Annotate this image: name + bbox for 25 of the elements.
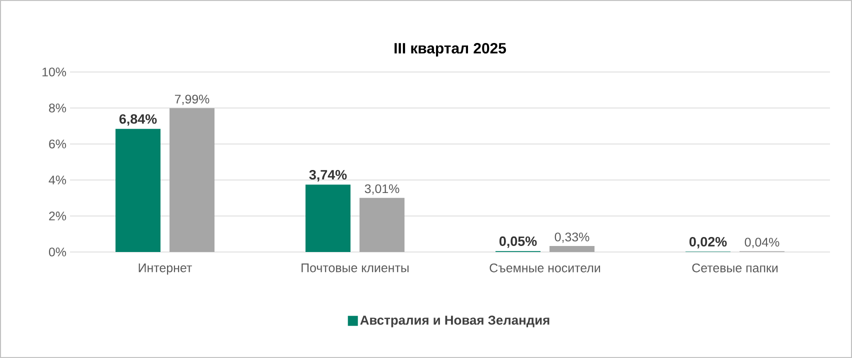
- bar: [116, 128, 161, 252]
- data-label: 0,02%: [689, 236, 727, 248]
- chart-title: III квартал 2025: [394, 42, 506, 56]
- bar: [170, 108, 215, 252]
- bar: [360, 198, 405, 252]
- y-tick-label: 6%: [49, 140, 66, 148]
- data-label: 0,33%: [554, 232, 590, 243]
- data-label: 6,84%: [119, 114, 157, 126]
- data-label: 0,05%: [499, 236, 537, 248]
- y-tick-label: 8%: [49, 104, 66, 112]
- data-label: 3,74%: [309, 170, 347, 182]
- y-tick-label: 0%: [48, 248, 66, 256]
- y-tick-label: 4%: [48, 176, 66, 184]
- bar: [306, 184, 351, 252]
- data-label: 0,04%: [744, 238, 780, 248]
- y-tick-label: 2%: [49, 212, 66, 220]
- x-tick-label: Съемные носители: [490, 264, 600, 272]
- x-tick-label: Почтовые клиенты: [302, 264, 409, 272]
- data-label: 7,99%: [174, 94, 210, 105]
- data-label: 3,01%: [364, 184, 400, 195]
- y-tick-label: 10%: [42, 68, 66, 76]
- x-tick-label: Сетевые папки: [692, 264, 778, 272]
- x-tick-label: Интернет: [138, 264, 192, 275]
- legend-label: Австралия и Новая Зеландия: [360, 316, 550, 328]
- bar: [550, 246, 595, 252]
